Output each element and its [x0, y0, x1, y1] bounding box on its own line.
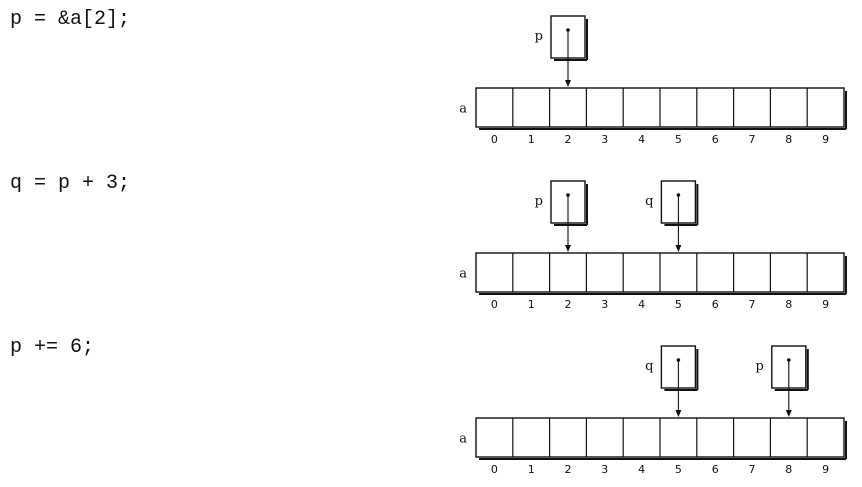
array-index-label: 5: [675, 298, 682, 311]
array-index-label: 8: [785, 298, 792, 311]
array-index-label: 2: [565, 298, 572, 311]
array-index-label: 9: [822, 463, 829, 476]
pointer-label-p: p: [535, 194, 543, 209]
code-statement-3: p += 6;: [10, 336, 95, 359]
pointer-arrowhead: [675, 410, 682, 417]
array-index-label: 0: [491, 463, 498, 476]
array-index-label: 9: [822, 298, 829, 311]
array-index-label: 1: [528, 463, 535, 476]
array-index-label: 5: [675, 463, 682, 476]
pointer-arrowhead: [565, 80, 571, 87]
array-index-label: 4: [638, 463, 645, 476]
pointer-label-p: p: [755, 359, 763, 374]
diagram-panel-3: a 0 1 2 3 4 5 6 7 8 9 q p: [459, 345, 847, 476]
pointer-label-q: q: [645, 359, 653, 374]
diagram-panel-2: a 0 1 2 3 4 5 6 7 8 9 p q: [459, 180, 847, 311]
array-label: a: [459, 432, 467, 447]
array-index-label: 7: [749, 133, 756, 146]
array-index-label: 9: [822, 133, 829, 146]
array-index-label: 1: [528, 298, 535, 311]
pointer-arrowhead: [785, 410, 792, 417]
array-index-label: 7: [749, 463, 756, 476]
array-index-label: 8: [785, 133, 792, 146]
array-index-label: 5: [675, 133, 682, 146]
pointer-arrowhead: [675, 245, 682, 252]
array-index-label: 3: [601, 133, 608, 146]
array-index-label: 8: [785, 463, 792, 476]
array-index-label: 4: [638, 298, 645, 311]
code-statement-2: q = p + 3;: [10, 172, 131, 195]
array-index-label: 4: [638, 133, 645, 146]
array-index-label: 2: [565, 463, 572, 476]
array-index-label: 1: [528, 133, 535, 146]
diagram-panel-1: a 0 1 2 3 4 5 6 7 8 9 p: [459, 15, 847, 146]
array-index-label: 6: [712, 463, 719, 476]
array-index-label: 2: [565, 133, 572, 146]
pointer-arrowhead: [565, 245, 571, 252]
array-index-label: 7: [749, 298, 756, 311]
pointer-label-q: q: [645, 194, 653, 209]
array-index-label: 0: [491, 133, 498, 146]
array-index-label: 0: [491, 298, 498, 311]
array-label: a: [459, 102, 467, 117]
pointer-label-p: p: [535, 29, 543, 44]
array-index-label: 6: [712, 298, 719, 311]
array-index-label: 3: [601, 298, 608, 311]
array-index-label: 3: [601, 463, 608, 476]
array-label: a: [459, 267, 467, 282]
code-statement-1: p = &a[2];: [10, 8, 131, 31]
array-index-label: 6: [712, 133, 719, 146]
